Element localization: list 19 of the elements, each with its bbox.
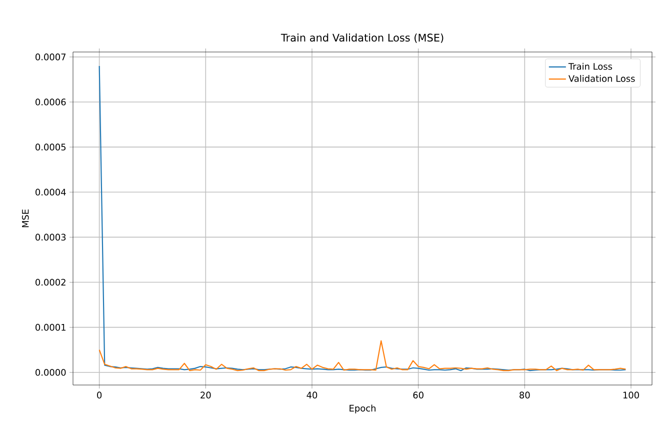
y-tick-label: 0.0006 — [36, 98, 66, 106]
x-tick-label: 80 — [520, 392, 530, 398]
x-tick-label: 40 — [306, 392, 318, 398]
y-tick-label: 0.0000 — [36, 368, 66, 376]
y-tick-label: 0.0003 — [36, 234, 66, 241]
x-tick-label: 20 — [200, 392, 211, 398]
x-tick-label: 60 — [413, 392, 424, 398]
x-tick-label: 0 — [97, 392, 102, 398]
x-axis-title: Epoch — [350, 404, 376, 414]
chart-title: Train and Validation Loss (MSE) — [280, 34, 444, 43]
y-tick-label: 0.0005 — [36, 144, 66, 150]
y-tick-label: 0.0007 — [36, 54, 66, 60]
y-tick-label: 0.0002 — [36, 278, 66, 286]
x-tick-label: 100 — [623, 392, 639, 398]
legend-label: Train Loss — [568, 62, 612, 70]
y-tick-label: 0.0004 — [36, 188, 66, 196]
y-tick-label: 0.0001 — [36, 324, 66, 331]
legend-label: Validation Loss — [568, 74, 635, 82]
y-axis-title: MSE — [22, 210, 29, 228]
